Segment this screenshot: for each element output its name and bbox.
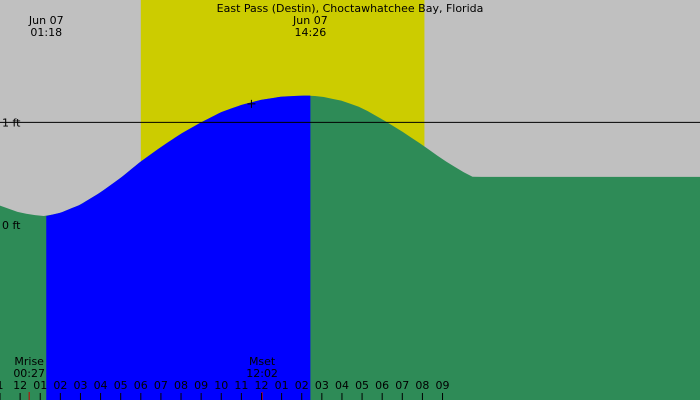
y-tick-label: 0 ft bbox=[2, 219, 21, 232]
x-tick-label: 11 bbox=[234, 379, 248, 392]
x-tick-label: 02 bbox=[53, 379, 67, 392]
extreme-time: 01:18 bbox=[30, 26, 62, 39]
x-tick-label: 05 bbox=[114, 379, 128, 392]
x-tick-label: 09 bbox=[194, 379, 208, 392]
x-tick-label: 01 bbox=[275, 379, 289, 392]
y-tick-label: 1 ft bbox=[2, 116, 21, 129]
x-tick-label: 07 bbox=[395, 379, 409, 392]
x-tick-label: 06 bbox=[375, 379, 389, 392]
tide-area-group bbox=[0, 95, 700, 400]
x-tick-label: 04 bbox=[94, 379, 108, 392]
x-tick-label: 1 bbox=[0, 379, 4, 392]
x-tick-label: 03 bbox=[315, 379, 329, 392]
moon-event-time: 12:02 bbox=[246, 367, 278, 380]
moon-event-label: Mrise bbox=[14, 355, 44, 368]
x-tick-label: 05 bbox=[355, 379, 369, 392]
current-time-marker bbox=[247, 99, 256, 108]
x-axis-ticks: 1 12 01 02 03 04 05 06 07 08 09 10 11 12 01 02 03 04 05 06 0… bbox=[0, 379, 450, 400]
x-tick-label: 07 bbox=[154, 379, 168, 392]
x-tick-label: 08 bbox=[174, 379, 188, 392]
x-tick-label: 04 bbox=[335, 379, 349, 392]
moon-event-label: Mset bbox=[249, 355, 276, 368]
x-tick-label: 10 bbox=[214, 379, 228, 392]
x-tick-label: 12 bbox=[254, 379, 268, 392]
x-tick-label: 12 bbox=[13, 379, 27, 392]
extreme-date: Jun 07 bbox=[28, 14, 64, 27]
x-tick-label: 01 bbox=[33, 379, 47, 392]
chart-title: East Pass (Destin), Choctawhatchee Bay, … bbox=[217, 2, 484, 15]
x-tick-label: 06 bbox=[134, 379, 148, 392]
x-tick-label: 03 bbox=[73, 379, 87, 392]
x-tick-label: 02 bbox=[295, 379, 309, 392]
tide-area-shaded bbox=[46, 95, 311, 400]
x-tick-label: 09 bbox=[436, 379, 450, 392]
x-tick-label: 08 bbox=[415, 379, 429, 392]
extreme-date: Jun 07 bbox=[292, 14, 328, 27]
moon-event-time: 00:27 bbox=[13, 367, 45, 380]
y-axis-labels: 1 ft 0 ft bbox=[2, 116, 21, 232]
extreme-time: 14:26 bbox=[295, 26, 327, 39]
